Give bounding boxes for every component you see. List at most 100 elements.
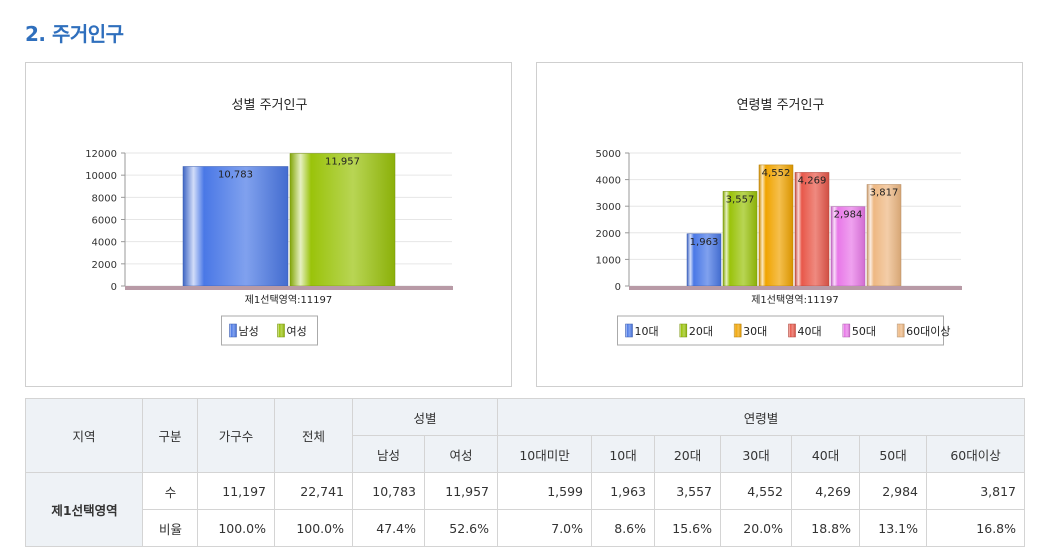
header-region: 지역 [25, 398, 143, 473]
table-cell: 22,741 [274, 472, 353, 510]
header-age: 연령별 [497, 398, 1026, 436]
x-axis-label: 제1선택영역:11197 [751, 294, 839, 306]
header-age-col: 10대 [591, 435, 656, 473]
age-chart-panel: 연령별 주거인구 0 1000 2000 3000 4000 5000 1,963 3,557 4… [536, 62, 1023, 387]
header-age-col: 20대 [654, 435, 722, 473]
table-cell: 1,599 [497, 472, 593, 510]
table-cell: 4,269 [791, 472, 861, 510]
y-tick-label: 0 [615, 282, 621, 293]
table-cell: 2,984 [859, 472, 928, 510]
header-age-col: 30대 [720, 435, 793, 473]
legend-label: 50대 [852, 325, 876, 338]
table-row: 제1선택영역 수 11,197 22,741 10,783 11,957 1,5… [25, 472, 1026, 547]
table-cell: 3,557 [654, 472, 722, 510]
header-gubun: 구분 [142, 398, 198, 473]
header-age-col: 50대 [859, 435, 928, 473]
legend-swatch [896, 323, 905, 338]
legend-label: 40대 [798, 325, 822, 338]
data-label: 4,552 [762, 168, 791, 179]
y-tick-label: 2000 [596, 229, 621, 240]
legend-swatch [229, 323, 237, 338]
legend-box [221, 315, 318, 346]
y-tick-label: 10000 [85, 171, 117, 182]
data-label: 3,817 [870, 187, 899, 198]
y-tick-label: 6000 [92, 216, 117, 227]
header-age-col: 40대 [791, 435, 861, 473]
table-cell: 1,963 [591, 472, 656, 510]
region-cell: 제1선택영역 [25, 472, 143, 547]
y-tick-label: 2000 [92, 260, 117, 271]
bar [722, 191, 758, 287]
header-gender: 성별 [351, 398, 499, 436]
chart-title: 성별 주거인구 [232, 98, 308, 113]
table-cell: 100.0% [274, 509, 353, 547]
header-total: 전체 [274, 398, 353, 473]
header-age-col: 10대미만 [497, 435, 593, 473]
table-cell: 3,817 [926, 472, 1026, 510]
row-label: 비율 [142, 509, 198, 547]
legend-label: 20대 [689, 325, 713, 338]
table-cell: 8.6% [591, 509, 656, 547]
y-tick-label: 5000 [596, 149, 621, 160]
data-label: 1,963 [690, 237, 719, 248]
y-tick-label: 0 [111, 282, 117, 293]
legend-label: 남성 [239, 325, 259, 338]
legend-swatch [625, 323, 633, 338]
chart-floor [629, 286, 962, 290]
data-label: 2,984 [834, 210, 863, 221]
bar [794, 172, 830, 287]
table-cell: 13.1% [859, 509, 928, 547]
bar [182, 166, 289, 287]
legend-swatch [733, 323, 742, 338]
table-cell: 7.0% [497, 509, 593, 547]
table-cell: 11,197 [197, 472, 275, 510]
age-chart: 연령별 주거인구 0 1000 2000 3000 4000 5000 1,963 3,557 4… [596, 98, 962, 346]
table-cell: 100.0% [197, 509, 275, 547]
legend-label: 30대 [743, 325, 767, 338]
header-households: 가구수 [197, 398, 275, 473]
table-cell: 47.4% [352, 509, 425, 547]
y-tick-label: 3000 [596, 202, 621, 213]
population-table: 지역 구분 가구수 전체 성별 연령별 남성 여성 10대미만 10대 20대 … [25, 398, 1026, 547]
row-label: 수 [142, 472, 198, 510]
table-cell: 16.8% [926, 509, 1026, 547]
table-cell: 15.6% [654, 509, 722, 547]
table-cell: 4,552 [720, 472, 793, 510]
x-axis-label: 제1선택영역:11197 [245, 294, 333, 306]
legend-label: 10대 [635, 325, 659, 338]
legend-box [617, 315, 944, 346]
legend-label: 여성 [287, 325, 307, 338]
bar [866, 184, 902, 287]
header-male: 남성 [352, 435, 425, 473]
y-tick-label: 4000 [92, 238, 117, 249]
bar [830, 206, 866, 287]
data-label: 11,957 [325, 156, 360, 167]
bar [758, 164, 794, 287]
bar [289, 153, 396, 287]
chart-title: 연령별 주거인구 [737, 98, 825, 113]
legend-swatch [788, 323, 796, 338]
gender-chart-panel: 성별 주거인구 0 2000 4000 6000 8000 10000 12000 10,783… [25, 62, 512, 387]
data-label: 10,783 [218, 169, 253, 180]
table-cell: 10,783 [352, 472, 425, 510]
legend-label: 60대이상 [906, 325, 950, 338]
y-tick-label: 8000 [92, 193, 117, 204]
legend-swatch [277, 323, 285, 338]
table-row: 비율 100.0% 100.0% 47.4% 52.6% 7.0% 8.6% 1… [26, 509, 1026, 547]
table-cell: 52.6% [423, 509, 499, 547]
table-cell: 18.8% [791, 509, 861, 547]
table-cell: 11,957 [423, 472, 499, 510]
data-label: 3,557 [726, 194, 755, 205]
gender-chart: 성별 주거인구 0 2000 4000 6000 8000 10000 12000 10,783… [85, 98, 453, 346]
y-tick-label: 12000 [85, 149, 117, 160]
header-female: 여성 [423, 435, 499, 473]
table-cell: 20.0% [720, 509, 793, 547]
section-title: 2. 주거인구 [25, 22, 124, 46]
y-tick-label: 4000 [596, 176, 621, 187]
data-label: 4,269 [798, 175, 827, 186]
header-age-col: 60대이상 [926, 435, 1026, 473]
legend-swatch [842, 323, 851, 338]
legend-swatch [679, 323, 688, 338]
y-tick-label: 1000 [596, 255, 621, 266]
chart-floor [125, 286, 453, 290]
